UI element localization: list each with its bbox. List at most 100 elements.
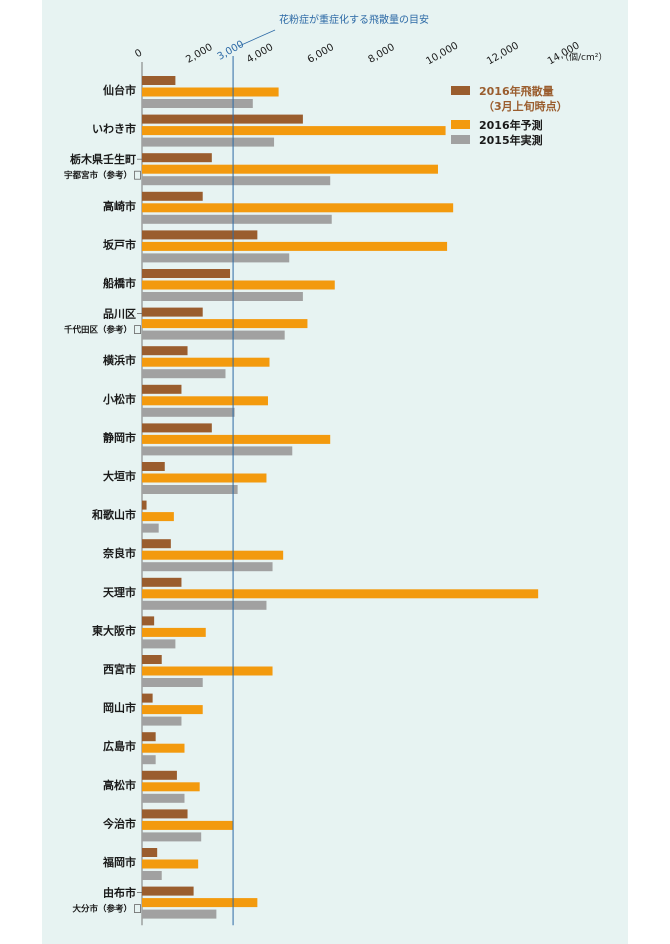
legend-label: 2016年予測 bbox=[479, 118, 543, 132]
category-label: 由布市 bbox=[103, 886, 136, 900]
category-label: 仙台市 bbox=[103, 83, 136, 97]
category-label: 東大阪市 bbox=[92, 623, 136, 637]
bar bbox=[142, 357, 270, 367]
reference-label: 大分市（参考） bbox=[72, 904, 132, 915]
bar bbox=[142, 280, 335, 290]
bar bbox=[142, 705, 203, 715]
x-tick-label: 4,000 bbox=[245, 42, 275, 66]
bar bbox=[142, 832, 202, 842]
category-label: 西宮市 bbox=[103, 662, 136, 676]
category-label: 船橋市 bbox=[103, 276, 136, 290]
bar bbox=[142, 307, 203, 317]
category-label: 小松市 bbox=[102, 392, 136, 406]
bar bbox=[142, 319, 308, 329]
x-tick-label: 12,000 bbox=[485, 40, 521, 67]
category-label: 広島市 bbox=[103, 739, 136, 753]
threshold-leader-line bbox=[238, 29, 276, 47]
reference-bracket bbox=[134, 170, 141, 180]
category-label: 坂戸市 bbox=[103, 237, 136, 251]
bar bbox=[142, 462, 165, 471]
bar bbox=[142, 446, 293, 456]
bar bbox=[142, 848, 158, 857]
bar bbox=[142, 782, 200, 792]
category-label: 品川区 bbox=[103, 308, 136, 321]
bar bbox=[142, 886, 194, 896]
category-label: 大垣市 bbox=[103, 469, 136, 483]
bar bbox=[142, 512, 174, 522]
bar bbox=[142, 203, 454, 213]
legend-label-line2: （3月上旬時点） bbox=[483, 99, 568, 113]
bar bbox=[142, 770, 177, 780]
category-label: 奈良市 bbox=[102, 546, 136, 560]
category-label: いわき市 bbox=[92, 122, 136, 136]
reference-label: 千代田区（参考） bbox=[64, 325, 132, 336]
bar bbox=[142, 230, 258, 240]
bar bbox=[142, 473, 267, 483]
bar bbox=[142, 716, 182, 726]
chart-panel bbox=[42, 0, 628, 944]
bar bbox=[142, 241, 448, 251]
bar bbox=[142, 330, 285, 340]
threshold-label: 花粉症が重症化する飛散量の目安 bbox=[279, 13, 429, 26]
bar bbox=[142, 76, 176, 85]
bar bbox=[142, 820, 234, 830]
reference-bracket bbox=[134, 904, 141, 913]
bar bbox=[142, 191, 203, 201]
category-label: 天理市 bbox=[103, 585, 136, 599]
legend-label: 2015年実測 bbox=[479, 133, 543, 147]
bar bbox=[142, 793, 185, 803]
bar bbox=[142, 500, 147, 510]
bar bbox=[142, 666, 273, 676]
x-tick-label: 2,000 bbox=[184, 42, 214, 66]
x-tick-label: 6,000 bbox=[306, 42, 336, 66]
bar bbox=[142, 577, 182, 587]
bar bbox=[142, 550, 284, 560]
legend-label: 2016年飛散量 bbox=[479, 84, 554, 98]
bar bbox=[142, 898, 258, 908]
legend-swatch bbox=[451, 135, 470, 144]
bar bbox=[142, 346, 188, 356]
category-label: 高崎市 bbox=[103, 199, 136, 213]
category-label: 横浜市 bbox=[103, 353, 136, 367]
bar bbox=[142, 523, 159, 533]
bar bbox=[142, 407, 235, 417]
category-label: 和歌山市 bbox=[92, 508, 136, 522]
bar bbox=[142, 755, 156, 765]
bar bbox=[142, 137, 275, 147]
bar bbox=[142, 589, 539, 599]
bar bbox=[142, 485, 238, 494]
bar bbox=[142, 396, 268, 406]
bar bbox=[142, 423, 212, 433]
bar bbox=[142, 292, 303, 301]
category-label: 栃木県壬生町 bbox=[70, 152, 136, 166]
category-label: 福岡市 bbox=[102, 855, 136, 869]
bar bbox=[142, 871, 162, 880]
bar bbox=[142, 600, 267, 610]
bar bbox=[142, 164, 438, 174]
bar bbox=[142, 655, 162, 664]
bar bbox=[142, 627, 206, 637]
reference-label: 宇都宮市（参考） bbox=[64, 170, 132, 181]
bar bbox=[142, 176, 331, 186]
bar bbox=[142, 859, 199, 869]
bar bbox=[142, 743, 185, 753]
threshold-value-label: 3,000 bbox=[216, 39, 246, 63]
bar bbox=[142, 269, 231, 278]
unit-label: （個/cm²） bbox=[560, 51, 607, 63]
bar bbox=[142, 434, 331, 444]
legend-swatch bbox=[451, 120, 470, 129]
legend-swatch bbox=[451, 86, 470, 95]
bar bbox=[142, 909, 217, 919]
bar bbox=[142, 126, 446, 136]
bar bbox=[142, 616, 155, 626]
bar bbox=[142, 562, 273, 572]
bar bbox=[142, 253, 290, 263]
bar bbox=[142, 809, 188, 819]
bar bbox=[142, 369, 226, 379]
bar bbox=[142, 732, 156, 742]
bar bbox=[142, 678, 203, 687]
x-tick-label: 0 bbox=[133, 47, 144, 60]
bar bbox=[142, 639, 176, 649]
bar bbox=[142, 87, 279, 97]
